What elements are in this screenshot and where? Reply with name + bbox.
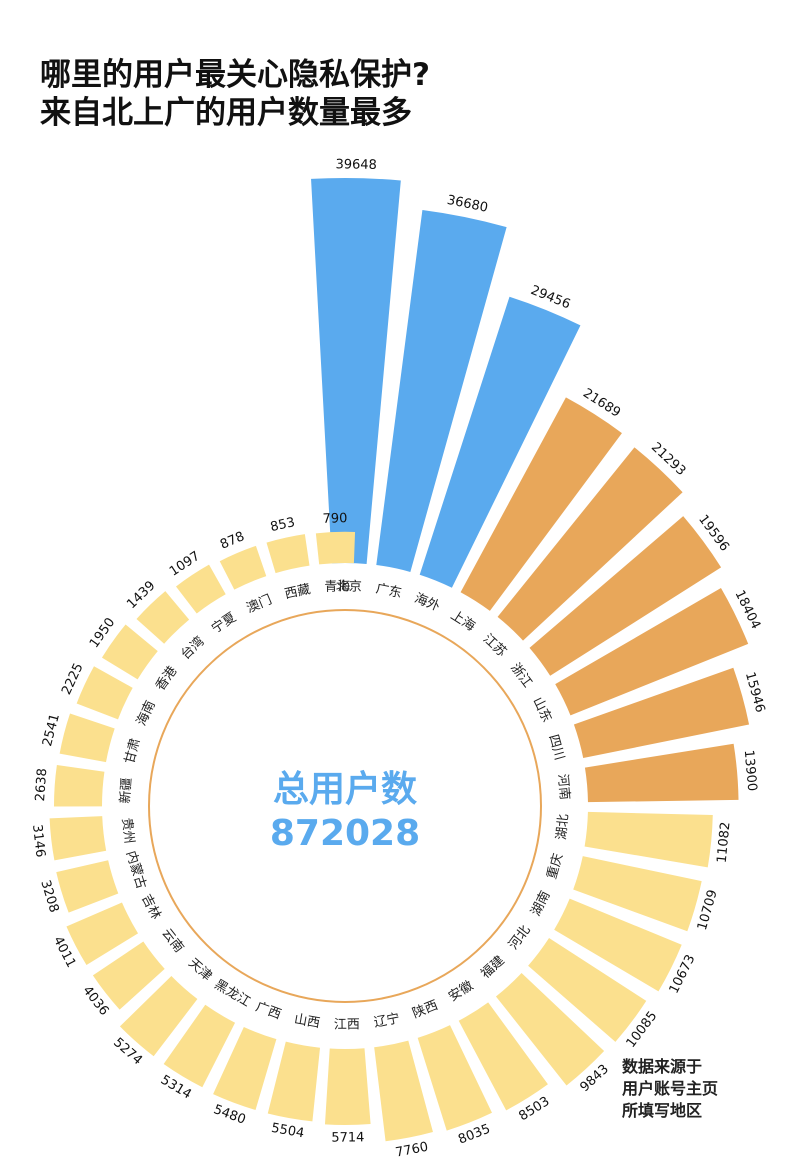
value-label-新疆: 2638	[33, 768, 50, 802]
bar-西藏	[266, 534, 310, 574]
bar-湖南	[554, 898, 682, 992]
source-line-1: 数据来源于	[622, 1057, 703, 1076]
bar-辽宁	[374, 1040, 433, 1142]
bar-海外	[419, 296, 581, 588]
bar-青海	[315, 531, 356, 565]
bar-湖北	[584, 811, 713, 868]
bar-宁夏	[175, 564, 226, 614]
category-label-重庆: 重庆	[544, 852, 567, 881]
value-label-西藏: 853	[269, 515, 296, 535]
value-label-广东: 36680	[446, 193, 490, 216]
bar-内蒙古	[56, 860, 119, 913]
category-label-海外: 海外	[412, 591, 442, 615]
category-label-江苏: 江苏	[480, 631, 510, 660]
title-line-2: 来自北上广的用户数量最多	[40, 95, 412, 131]
bar-贵州	[49, 816, 107, 861]
title-line-1: 哪里的用户最关心隐私保护?	[40, 57, 430, 93]
category-label-上海: 上海	[448, 608, 478, 635]
category-label-台湾: 台湾	[178, 633, 208, 663]
bar-香港	[101, 624, 158, 680]
bar-天津	[119, 976, 198, 1057]
category-label-澳门: 澳门	[244, 591, 274, 616]
category-label-河南: 河南	[555, 773, 573, 800]
bar-黑龙江	[163, 1004, 236, 1088]
category-label-江西: 江西	[334, 1017, 360, 1032]
bar-重庆	[573, 856, 702, 932]
category-label-云南: 云南	[158, 925, 187, 955]
category-label-广东: 广东	[374, 581, 402, 601]
value-label-辽宁: 7760	[394, 1140, 429, 1161]
bar-group	[49, 178, 750, 1142]
category-label-青海: 青海	[324, 579, 351, 595]
bar-江西	[324, 1048, 371, 1126]
bar-吉林	[66, 902, 139, 966]
center-ring	[148, 609, 542, 1003]
category-label-河北: 河北	[506, 923, 534, 953]
value-label-北京: 39648	[335, 157, 377, 173]
bar-广西	[213, 1026, 277, 1111]
value-label-澳门: 878	[218, 529, 247, 553]
bar-山西	[267, 1041, 321, 1122]
bar-安徽	[458, 1002, 548, 1111]
bar-浙江	[529, 516, 722, 676]
chart-title: 哪里的用户最关心隐私保护? 来自北上广的用户数量最多	[40, 56, 430, 132]
category-label-山西: 山西	[293, 1012, 321, 1031]
bar-河南	[584, 743, 739, 803]
value-label-青海: 790	[322, 511, 347, 527]
category-label-宁夏: 宁夏	[209, 609, 240, 637]
center-total-value: 872028	[270, 813, 420, 854]
value-label-山西: 5504	[270, 1121, 305, 1142]
category-label-福建: 福建	[478, 953, 507, 982]
value-label-重庆: 10709	[695, 888, 721, 932]
bar-海南	[76, 666, 133, 720]
bar-陕西	[417, 1025, 492, 1131]
value-label-湖北: 11082	[715, 821, 734, 864]
category-label-陕西: 陕西	[410, 998, 440, 1021]
source-line-3: 所填写地区	[622, 1101, 703, 1120]
bar-北京	[311, 178, 401, 564]
category-label-湖南: 湖南	[528, 888, 554, 918]
category-label-湖北: 湖北	[554, 813, 571, 840]
bar-甘肃	[59, 713, 115, 763]
bar-新疆	[53, 764, 105, 807]
value-label-甘肃: 2541	[40, 712, 63, 748]
bar-澳门	[219, 545, 267, 590]
category-label-黑龙江: 黑龙江	[212, 977, 253, 1010]
bar-上海	[460, 397, 622, 611]
category-label-吉林: 吉林	[138, 892, 163, 922]
category-label-北京: 北京	[336, 579, 362, 594]
bar-福建	[495, 972, 605, 1086]
bar-台湾	[136, 591, 190, 644]
category-label-海南: 海南	[133, 698, 158, 728]
bar-江苏	[497, 447, 683, 641]
category-label-新疆: 新疆	[117, 777, 135, 804]
category-label-安徽: 安徽	[446, 978, 476, 1005]
value-label-内蒙古: 3208	[37, 878, 61, 914]
bar-云南	[92, 941, 165, 1010]
category-label-辽宁: 辽宁	[372, 1010, 401, 1031]
value-label-河南: 13900	[741, 749, 760, 792]
category-label-广西: 广西	[253, 1000, 283, 1023]
value-label-贵州: 3146	[29, 824, 48, 859]
bar-四川	[573, 667, 750, 758]
category-label-内蒙古: 内蒙古	[123, 849, 150, 891]
value-label-四川: 15946	[742, 670, 768, 714]
category-label-浙江: 浙江	[507, 661, 535, 691]
center-label: 总用户数	[273, 769, 417, 810]
source-line-2: 用户账号主页	[622, 1079, 719, 1098]
category-label-西藏: 西藏	[283, 582, 312, 602]
bar-山东	[555, 588, 749, 716]
category-label-贵州: 贵州	[118, 817, 136, 845]
value-label-江西: 5714	[331, 1130, 364, 1145]
category-label-四川: 四川	[545, 733, 566, 762]
bar-广东	[376, 210, 507, 572]
value-label-广西: 5480	[211, 1102, 247, 1128]
source-note: 数据来源于 用户账号主页 所填写地区	[622, 1056, 718, 1122]
bar-河北	[528, 937, 647, 1042]
category-label-山东: 山东	[529, 695, 554, 725]
category-label-香港: 香港	[153, 664, 180, 694]
category-label-天津: 天津	[185, 956, 214, 984]
category-label-甘肃: 甘肃	[122, 737, 143, 766]
